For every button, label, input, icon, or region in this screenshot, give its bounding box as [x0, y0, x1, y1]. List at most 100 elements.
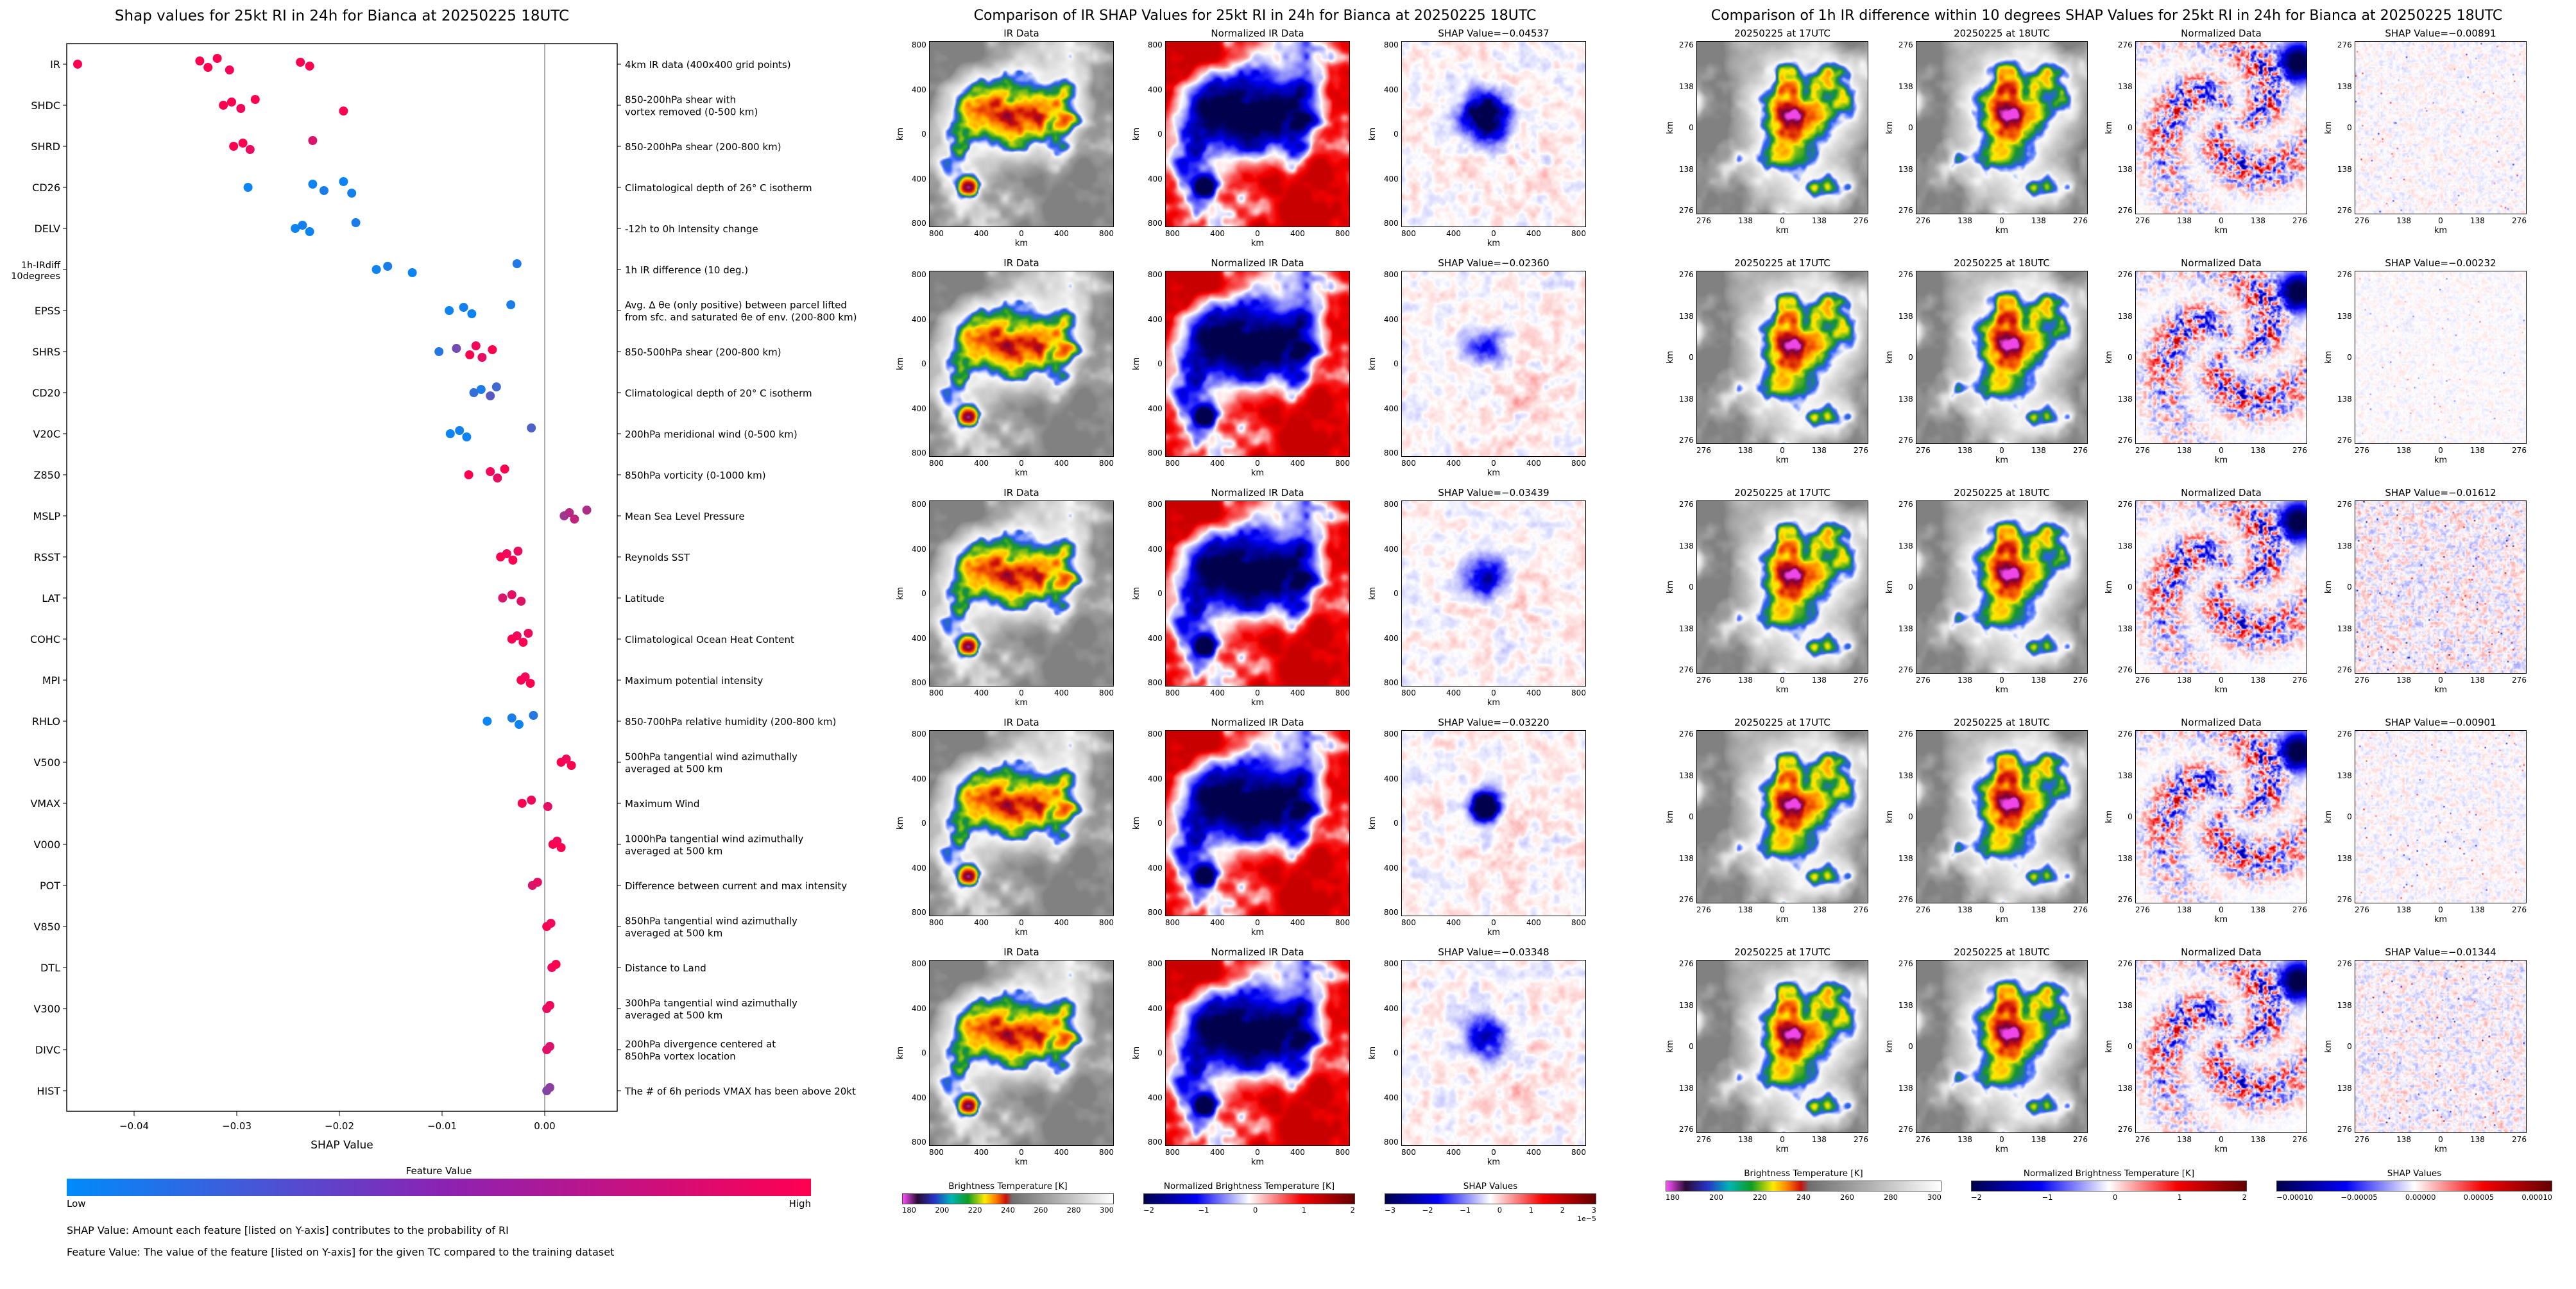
subplot-title: SHAP Value=−0.00901 [2385, 717, 2496, 728]
axis-tick: 0 [1394, 819, 1399, 828]
axis-tick: 0 [1491, 1148, 1496, 1157]
axis-tick: 0 [1780, 446, 1785, 455]
svg-text:Distance to Land: Distance to Land [625, 962, 706, 974]
axis-tick: 400 [911, 85, 926, 94]
colorbar-tick: 1 [1528, 1206, 1534, 1215]
axis-tick: 400 [1383, 1003, 1399, 1013]
axis-tick: 276 [1854, 446, 1868, 455]
axis-tick: 138 [1958, 216, 1972, 225]
axis-tick: 276 [2337, 206, 2352, 215]
axis-tick: 800 [1383, 1138, 1399, 1147]
x-axis-ticks: 276 138 0 138 276 [1916, 1135, 2088, 1144]
colorbar-tick: −2 [1143, 1206, 1154, 1215]
subplot-title: Normalized Data [2181, 28, 2262, 39]
subplot-irdiff_panel-r1c4: SHAP Value=−0.00891 km 276 138 0 138 276 276 138… [2324, 28, 2527, 235]
y-axis-ticks: 276 138 0 138 276 [2333, 730, 2355, 903]
y-axis-label: km [1666, 810, 1675, 824]
subplot-irdiff_panel-r3c1: 20250225 at 17UTC km 276 138 0 138 276 276 138 0 1… [1666, 487, 1868, 695]
colorbar-tick: −0.00005 [2341, 1193, 2378, 1202]
axis-tick: 276 [1678, 895, 1694, 904]
axis-tick: 138 [1678, 1000, 1694, 1010]
axis-tick: 276 [2512, 446, 2527, 455]
subplot-title: SHAP Value=−0.00232 [2385, 257, 2496, 269]
axis-tick: 400 [1446, 688, 1461, 697]
colorbar-gradient [1143, 1193, 1355, 1204]
colorbar-tick: 260 [1840, 1193, 1854, 1202]
axis-tick: 276 [2073, 676, 2088, 685]
axis-tick: 276 [2117, 270, 2133, 279]
colorbar-gradient [2276, 1181, 2552, 1191]
axis-tick: 276 [2337, 40, 2352, 49]
axis-tick: 0 [2128, 812, 2133, 821]
svg-text:4km IR data (400x400 grid poin: 4km IR data (400x400 grid points) [625, 59, 791, 71]
x-axis-ticks: 276 138 0 138 276 [2135, 446, 2307, 455]
colorbar-title: Brightness Temperature [K] [1744, 1168, 1863, 1179]
shap-value-map-image [2355, 731, 2526, 903]
subplot-title: 20250225 at 18UTC [1954, 257, 2050, 269]
x-axis-ticks: 276 138 0 138 276 [1696, 446, 1868, 455]
axis-tick: 400 [911, 863, 926, 873]
axis-tick: 0 [1157, 130, 1163, 139]
axis-tick: 400 [974, 229, 989, 238]
subplot-ir_panel-r3c1: IR Data km 800 400 0 400 800 800 400 0 400 800 km [896, 487, 1114, 708]
y-axis-ticks: 276 138 0 138 276 [2333, 960, 2355, 1133]
y-axis-label: km [1666, 350, 1675, 364]
shap-value-map-image [2355, 960, 2526, 1132]
svg-text:500hPa tangential wind azimuth: 500hPa tangential wind azimuthally [625, 751, 798, 763]
x-axis-ticks: 276 138 0 138 276 [1916, 446, 2088, 455]
colorbar-gradient [1666, 1181, 1941, 1191]
axis-tick: 800 [1099, 459, 1114, 468]
subplot-irdiff_panel-r4c4: SHAP Value=−0.00901 km 276 138 0 138 276 276 138… [2324, 717, 2527, 925]
axis-tick: 138 [2396, 905, 2411, 914]
axis-tick: 138 [2031, 216, 2046, 225]
axis-tick: 276 [1696, 676, 1711, 685]
subplot-title: 20250225 at 18UTC [1954, 487, 2050, 499]
axis-tick: 800 [1099, 1148, 1114, 1157]
normalized-ir-image [1165, 42, 1349, 226]
axis-tick: 0 [1999, 446, 2004, 455]
colorbar-title: Normalized Brightness Temperature [K] [1163, 1181, 1335, 1191]
axis-tick: 800 [911, 219, 926, 228]
subplot-title: 20250225 at 17UTC [1734, 257, 1830, 269]
axis-tick: 0 [1689, 1042, 1694, 1051]
colorbar-tick: 2 [1350, 1206, 1355, 1215]
y-axis-ticks: 276 138 0 138 276 [1675, 960, 1696, 1133]
axis-tick: 400 [1147, 404, 1163, 413]
axis-tick: 138 [2469, 216, 2485, 225]
svg-text:EPSS: EPSS [35, 305, 60, 317]
axis-tick: 800 [1383, 270, 1399, 279]
y-axis-ticks: 800 400 0 400 800 [1378, 960, 1401, 1146]
subplot-title: SHAP Value=−0.00891 [2385, 28, 2496, 39]
axis-tick: 276 [2355, 1135, 2369, 1144]
x-axis-ticks: 800 400 0 400 800 [1401, 1148, 1586, 1157]
y-axis-label: km [1368, 127, 1378, 141]
subplot-irdiff_panel-r4c2: 20250225 at 18UTC km 276 138 0 138 276 276 138 0 1… [1885, 717, 2088, 925]
axis-tick: 138 [2031, 1135, 2046, 1144]
axis-tick: 276 [2073, 446, 2088, 455]
y-axis-ticks: 800 400 0 400 800 [1142, 960, 1165, 1146]
x-axis-label: km [1487, 698, 1501, 708]
axis-tick: 0 [1394, 359, 1399, 368]
axis-tick: 276 [1916, 216, 1931, 225]
x-axis-label: km [1014, 698, 1028, 708]
axis-tick: 276 [2292, 1135, 2307, 1144]
axis-tick: 138 [2117, 164, 2133, 174]
axis-tick: 0 [1780, 676, 1785, 685]
axis-tick: 0 [1157, 589, 1163, 598]
axis-tick: 800 [1099, 688, 1114, 697]
axis-tick: 138 [1898, 394, 1913, 404]
svg-text:850-200hPa shear (200-800 km): 850-200hPa shear (200-800 km) [625, 141, 781, 153]
irdiff-panel-colorbars: Brightness Temperature [K] 180 200 220 240 26… [1640, 1168, 2573, 1202]
y-axis-label: km [1368, 357, 1378, 371]
x-axis-ticks: 800 400 0 400 800 [1401, 688, 1586, 697]
x-axis-ticks: 800 400 0 400 800 [929, 688, 1114, 697]
subplot-ir_panel-r2c3: SHAP Value=−0.02360 km 800 400 0 400 800 800 400… [1368, 257, 1586, 478]
colorbar-tick: 180 [1666, 1193, 1680, 1202]
axis-tick: 276 [1854, 216, 1868, 225]
colorbar-tick: −2 [1422, 1206, 1433, 1215]
axis-tick: 800 [929, 459, 944, 468]
axis-tick: 800 [1147, 448, 1163, 457]
y-axis-ticks: 800 400 0 400 800 [1142, 730, 1165, 916]
axis-tick: 0 [2347, 123, 2352, 132]
axis-tick: 138 [1811, 216, 1827, 225]
